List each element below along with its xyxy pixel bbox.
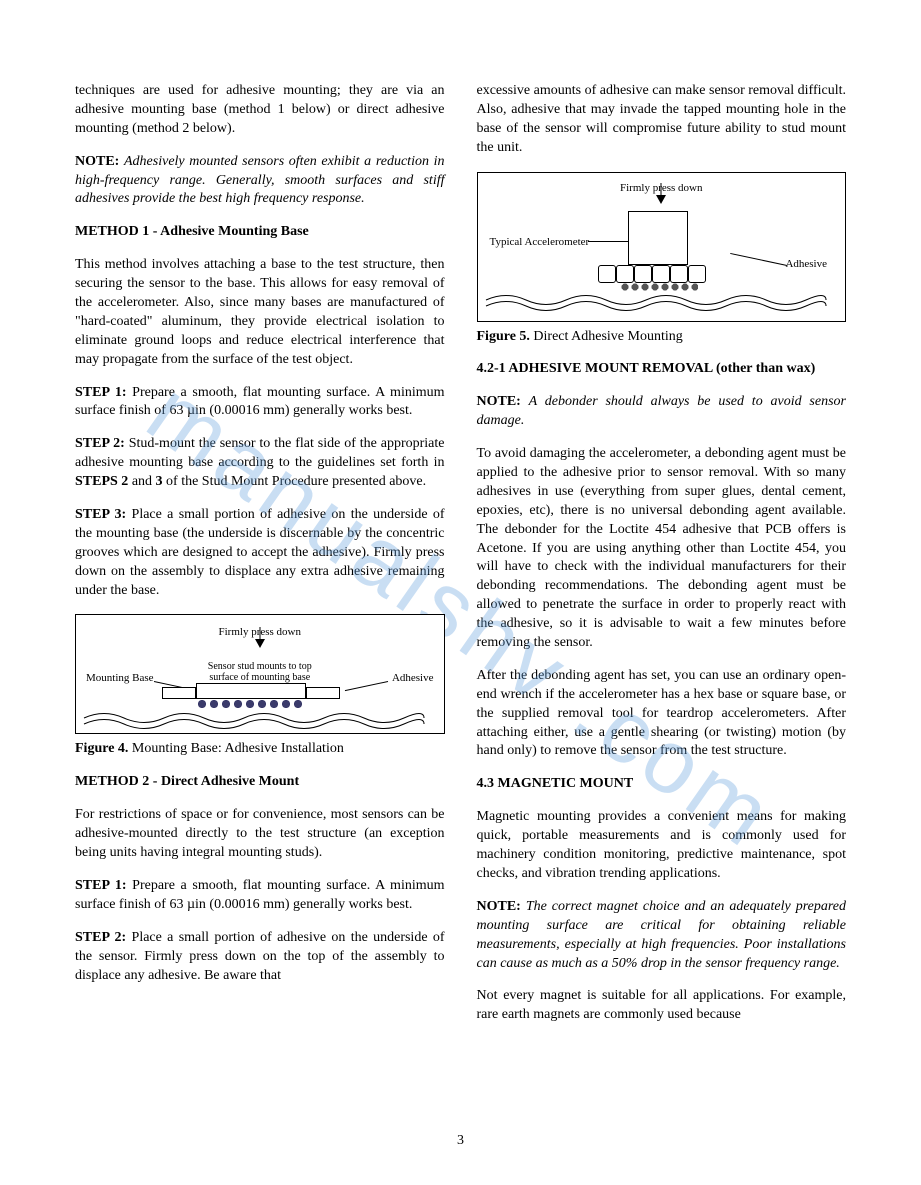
note-1: NOTE: Adhesively mounted sensors often e… <box>75 153 445 210</box>
fig4-base-shape <box>196 683 306 699</box>
debond-para-1: To avoid damaging the accelerometer, a d… <box>477 445 847 653</box>
figure-4: Firmly press down Sensor stud mounts to … <box>75 614 445 734</box>
debond-para-2: After the debonding agent has set, you c… <box>477 667 847 761</box>
m1-step2: STEP 2: Stud-mount the sensor to the fla… <box>75 435 445 492</box>
fig5-adhesive-shape <box>620 283 698 291</box>
note-body: The correct magnet choice and an adequat… <box>477 899 847 971</box>
note-label: NOTE: <box>75 154 119 169</box>
intro-para: techniques are used for adhesive mountin… <box>75 82 445 139</box>
fig4-mounting-base-label: Mounting Base <box>86 671 154 686</box>
step-body: Prepare a smooth, flat mounting surface.… <box>75 385 445 419</box>
fig4-base-shape <box>306 687 340 699</box>
method2-body: For restrictions of space or for conveni… <box>75 806 445 863</box>
note-label: NOTE: <box>477 394 521 409</box>
method1-body: This method involves attaching a base to… <box>75 256 445 369</box>
fig5-hex-base-shape <box>598 265 718 283</box>
note-3: NOTE: The correct magnet choice and an a… <box>477 898 847 974</box>
note-2: NOTE: A debonder should always be used t… <box>477 393 847 431</box>
m2-step2: STEP 2: Place a small portion of adhesiv… <box>75 929 445 986</box>
fig5-adhesive-label: Adhesive <box>785 257 827 272</box>
m1-step3: STEP 3: Place a small portion of adhesiv… <box>75 506 445 600</box>
fig4-adhesive-label: Adhesive <box>392 671 434 686</box>
leader-line-icon <box>588 241 628 242</box>
fig-caption-body: Direct Adhesive Mounting <box>530 329 683 344</box>
arrow-down-icon <box>656 195 666 204</box>
step-label: STEP 1: <box>75 878 127 893</box>
fig4-sub1: Sensor stud mounts to top <box>208 661 312 672</box>
section-4-2-1-heading: 4.2-1 ADHESIVE MOUNT REMOVAL (other than… <box>477 360 847 379</box>
wavy-surface-icon <box>486 291 826 309</box>
fig-caption-label: Figure 4. <box>75 741 128 756</box>
figure-4-caption: Figure 4. Mounting Base: Adhesive Instal… <box>75 740 445 759</box>
fig4-adhesive-shape <box>196 699 306 709</box>
fig-caption-label: Figure 5. <box>477 329 530 344</box>
step-body: Prepare a smooth, flat mounting surface.… <box>75 878 445 912</box>
method2-heading: METHOD 2 - Direct Adhesive Mount <box>75 773 445 792</box>
figure-5: Firmly press down Typical Accelerometer … <box>477 172 847 322</box>
arrow-down-icon <box>255 639 265 648</box>
method1-heading: METHOD 1 - Adhesive Mounting Base <box>75 223 445 242</box>
fig5-sensor-body-shape <box>628 211 688 265</box>
figure-5-caption: Figure 5. Direct Adhesive Mounting <box>477 328 847 347</box>
m2-step1: STEP 1: Prepare a smooth, flat mounting … <box>75 877 445 915</box>
step-body: Place a small portion of adhesive on the… <box>75 930 445 983</box>
right-intro: excessive amounts of adhesive can make s… <box>477 82 847 158</box>
m1-step1: STEP 1: Prepare a smooth, flat mounting … <box>75 384 445 422</box>
step-body-b: and <box>128 474 155 489</box>
note-body: Adhesively mounted sensors often exhibit… <box>75 154 445 207</box>
fig-caption-body: Mounting Base: Adhesive Installation <box>128 741 343 756</box>
step-body: Place a small portion of adhesive on the… <box>75 507 445 598</box>
note-label: NOTE: <box>477 899 521 914</box>
fig5-typical-label: Typical Accelerometer <box>490 235 590 250</box>
step2-bold: STEPS 2 <box>75 474 128 489</box>
step-body-c: of the Stud Mount Procedure presented ab… <box>163 474 427 489</box>
fig4-sub2: surface of mounting base <box>209 672 310 683</box>
leader-line-icon <box>730 253 787 266</box>
magnetic-para-1: Magnetic mounting provides a convenient … <box>477 808 847 884</box>
wavy-surface-icon <box>84 709 424 727</box>
step-label: STEP 2: <box>75 930 126 945</box>
section-4-3-heading: 4.3 MAGNETIC MOUNT <box>477 775 847 794</box>
two-column-layout: techniques are used for adhesive mountin… <box>75 82 846 1122</box>
magnetic-para-2: Not every magnet is suitable for all app… <box>477 987 847 1025</box>
step-body-a: Stud-mount the sensor to the flat side o… <box>75 436 445 470</box>
step-label: STEP 1: <box>75 385 127 400</box>
fig4-base-shape <box>162 687 196 699</box>
page-number: 3 <box>0 1132 921 1151</box>
step-label: STEP 2: <box>75 436 125 451</box>
note-body: A debonder should always be used to avoi… <box>477 394 847 428</box>
step2-bold2: 3 <box>156 474 163 489</box>
step-label: STEP 3: <box>75 507 126 522</box>
